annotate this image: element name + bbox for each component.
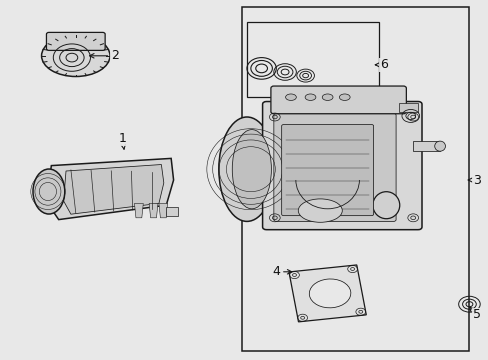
Polygon shape <box>46 158 173 220</box>
Polygon shape <box>149 203 158 218</box>
Text: 4: 4 <box>272 265 291 278</box>
Ellipse shape <box>298 199 342 222</box>
Ellipse shape <box>434 141 445 151</box>
Polygon shape <box>134 203 143 218</box>
Ellipse shape <box>305 94 315 100</box>
Bar <box>166 207 178 216</box>
Text: 2: 2 <box>89 49 119 62</box>
Polygon shape <box>63 165 163 214</box>
Polygon shape <box>288 265 366 322</box>
Ellipse shape <box>285 94 296 100</box>
Polygon shape <box>159 203 167 218</box>
Bar <box>398 103 417 112</box>
Bar <box>412 141 439 151</box>
FancyBboxPatch shape <box>46 32 105 50</box>
FancyBboxPatch shape <box>273 113 395 221</box>
Text: 3: 3 <box>468 174 480 186</box>
Bar <box>242 7 468 351</box>
Ellipse shape <box>322 94 332 100</box>
Ellipse shape <box>339 94 349 100</box>
Ellipse shape <box>218 117 274 221</box>
Text: 6: 6 <box>375 58 387 71</box>
FancyBboxPatch shape <box>281 125 373 216</box>
Ellipse shape <box>41 35 110 77</box>
Ellipse shape <box>232 130 271 209</box>
FancyBboxPatch shape <box>262 102 421 230</box>
Text: 1: 1 <box>118 132 126 149</box>
Ellipse shape <box>33 169 64 214</box>
Ellipse shape <box>309 279 350 308</box>
Bar <box>246 22 378 97</box>
Text: 5: 5 <box>468 307 480 321</box>
Ellipse shape <box>372 192 399 219</box>
FancyBboxPatch shape <box>270 86 406 114</box>
